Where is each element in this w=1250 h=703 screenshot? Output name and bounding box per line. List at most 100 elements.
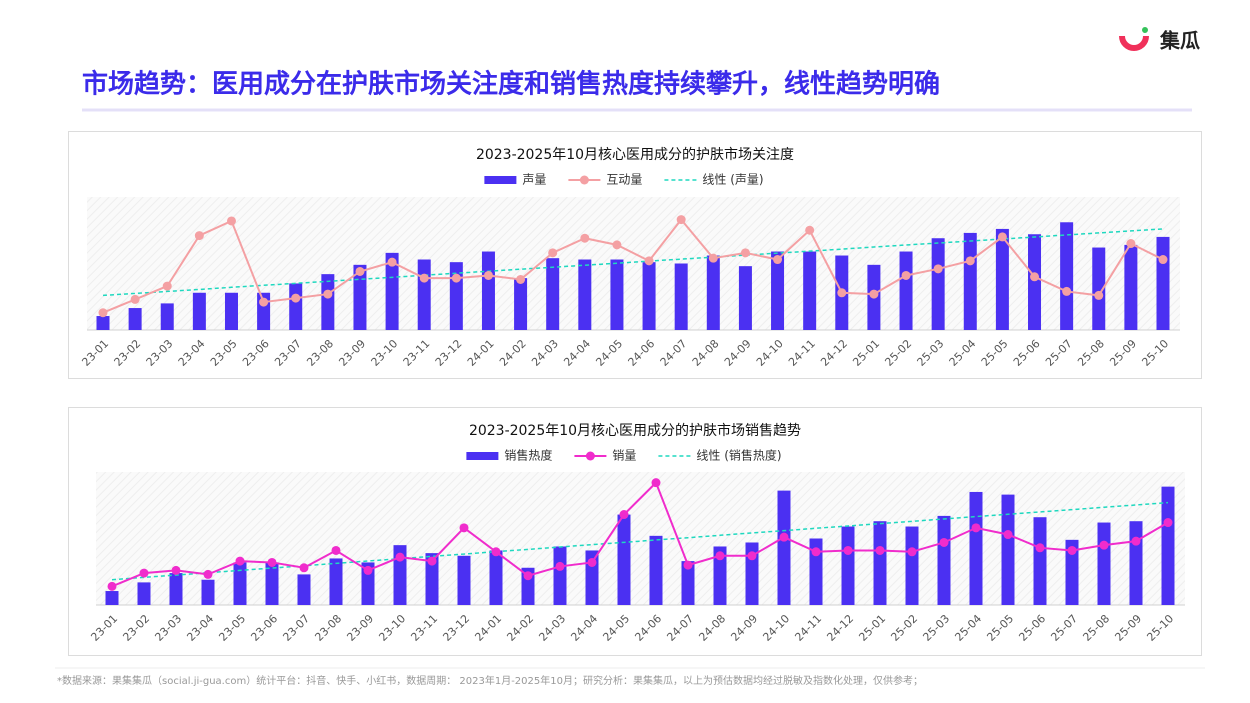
legend-label: 线性 (销售热度): [696, 448, 781, 463]
bar: [771, 251, 785, 330]
bar: [937, 515, 951, 605]
bar: [353, 264, 367, 330]
point: [427, 556, 437, 566]
bar: [137, 582, 151, 605]
point: [387, 257, 397, 267]
bar: [1028, 234, 1042, 330]
point: [267, 557, 277, 567]
point: [355, 266, 365, 276]
bar: [963, 232, 977, 330]
bar: [617, 514, 631, 605]
bar: [128, 308, 142, 330]
bar: [610, 259, 624, 330]
bar: [514, 278, 528, 330]
point: [194, 231, 204, 241]
bar: [297, 574, 311, 605]
bar: [169, 573, 183, 605]
legend-swatch: [466, 452, 499, 460]
legend-label: 销量: [612, 449, 636, 463]
point: [837, 288, 847, 298]
point: [651, 478, 661, 488]
point: [773, 255, 783, 265]
point: [933, 264, 943, 274]
point: [644, 256, 654, 266]
bar: [457, 555, 471, 605]
bar: [425, 553, 439, 605]
bar: [1001, 494, 1015, 605]
point: [451, 273, 461, 283]
point: [291, 293, 301, 303]
bar: [546, 258, 560, 330]
plot-area: [87, 197, 1180, 330]
point: [162, 281, 172, 291]
point: [1131, 536, 1141, 546]
bar: [192, 292, 206, 330]
point: [491, 547, 501, 557]
bar: [489, 550, 503, 605]
plot-area: [96, 472, 1185, 605]
bar: [674, 263, 688, 330]
bar: [969, 491, 983, 605]
point: [715, 551, 725, 561]
point: [363, 565, 373, 575]
point: [580, 233, 590, 243]
point: [523, 571, 533, 581]
bar: [1124, 244, 1138, 330]
point: [1062, 286, 1072, 296]
bar: [841, 526, 855, 605]
point: [299, 563, 309, 573]
footnote: *数据来源：果集集瓜（social.ji-gua.com）统计平台：抖音、快手、…: [57, 674, 923, 687]
bar: [105, 591, 119, 605]
point: [612, 240, 622, 250]
point: [1035, 543, 1045, 553]
point: [203, 569, 213, 579]
bar: [329, 558, 343, 605]
point: [683, 560, 693, 570]
point: [740, 248, 750, 258]
bar: [1161, 486, 1175, 605]
bar: [578, 259, 592, 330]
point: [1003, 530, 1013, 540]
point: [843, 545, 853, 555]
chart-title: 2023-2025年10月核心医用成分的护肤市场销售趋势: [469, 422, 801, 439]
point: [1099, 540, 1109, 550]
legend-label: 互动量: [606, 173, 642, 187]
point: [619, 510, 629, 520]
point: [548, 248, 558, 258]
bar: [681, 561, 695, 605]
logo-text: 集瓜: [1159, 29, 1200, 53]
point: [676, 215, 686, 225]
point: [747, 551, 757, 561]
legend-swatch: [585, 451, 595, 461]
bar: [553, 546, 567, 605]
series-line: [102, 218, 1164, 314]
point: [708, 253, 718, 263]
bar: [160, 303, 174, 330]
legend-label: 线性 (声量): [702, 173, 763, 187]
chart-title: 2023-2025年10月核心医用成分的护肤市场关注度: [476, 146, 794, 163]
point: [869, 289, 879, 299]
point: [130, 294, 140, 304]
point: [1030, 272, 1040, 282]
bar: [1060, 222, 1074, 330]
bar: [995, 228, 1009, 330]
point: [939, 537, 949, 547]
point: [805, 225, 815, 235]
bar: [899, 251, 913, 330]
point: [259, 297, 269, 307]
trend-line: [111, 501, 1169, 581]
bar: [809, 538, 823, 605]
point: [901, 270, 911, 280]
bar: [803, 251, 817, 330]
bar: [385, 252, 399, 330]
bar: [642, 262, 656, 330]
bar: [905, 526, 919, 605]
bar: [931, 238, 945, 330]
point: [98, 308, 108, 318]
point: [483, 270, 493, 280]
bar: [1129, 521, 1143, 605]
point: [331, 545, 341, 555]
point: [555, 561, 565, 571]
